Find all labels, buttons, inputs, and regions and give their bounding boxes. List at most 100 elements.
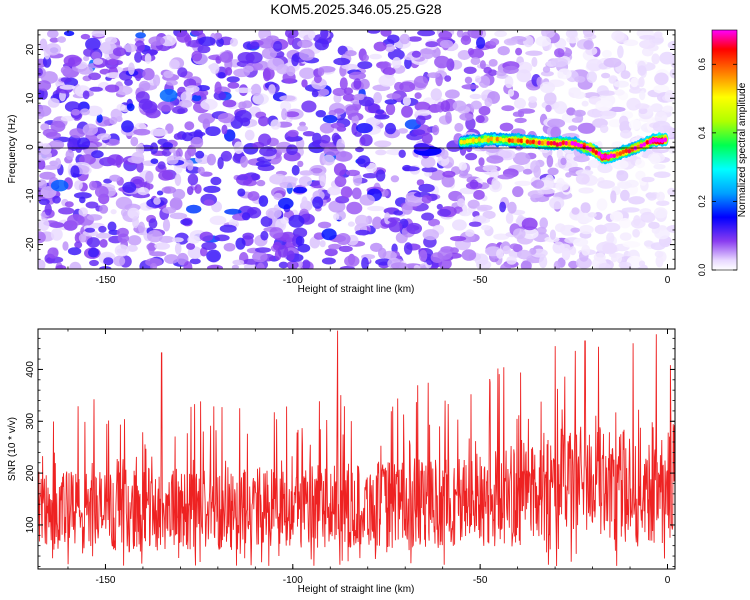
signal-track-segment <box>648 139 653 145</box>
noise-blob <box>293 186 308 194</box>
noise-blob <box>566 107 576 116</box>
noise-blob <box>421 195 432 204</box>
noise-blob <box>476 204 493 211</box>
noise-blob <box>250 41 260 50</box>
noise-blob <box>91 30 107 38</box>
noise-blob <box>501 105 515 112</box>
noise-blob <box>191 50 203 62</box>
noise-blob <box>71 109 81 116</box>
noise-blob <box>237 188 246 197</box>
signal-track-segment <box>558 141 563 147</box>
noise-blob <box>258 133 272 147</box>
signal-track-segment <box>504 137 509 142</box>
noise-blob <box>158 235 175 244</box>
noise-blob <box>94 185 109 198</box>
noise-blob <box>555 181 569 192</box>
noise-blob <box>413 264 420 269</box>
bottom-x-tick-label: -100 <box>283 575 303 586</box>
noise-blob <box>110 209 117 215</box>
noise-blob <box>489 38 500 46</box>
noise-blob <box>622 241 641 248</box>
noise-blob <box>629 87 643 94</box>
noise-blob <box>540 71 554 77</box>
noise-blob <box>115 196 133 210</box>
noise-blob <box>478 75 491 88</box>
noise-blob <box>390 262 409 269</box>
noise-blob <box>321 228 337 241</box>
noise-blob <box>319 175 326 187</box>
noise-blob <box>667 40 675 50</box>
noise-blob <box>638 76 645 88</box>
noise-blob <box>96 113 103 123</box>
noise-blob <box>38 198 50 205</box>
noise-blob <box>593 252 606 262</box>
noise-blob <box>393 210 404 216</box>
noise-blob <box>47 30 59 39</box>
noise-blob <box>417 30 436 37</box>
signal-track-segment <box>501 137 506 143</box>
noise-blob <box>191 94 202 102</box>
noise-blob <box>356 93 365 101</box>
noise-blob <box>401 105 413 118</box>
noise-blob <box>201 241 217 251</box>
noise-blob <box>38 259 46 269</box>
noise-blob <box>169 59 180 70</box>
noise-blob <box>255 247 271 253</box>
noise-blob <box>223 242 236 252</box>
noise-blob <box>297 243 311 253</box>
noise-blob <box>587 108 604 118</box>
noise-blob <box>200 98 218 111</box>
noise-blob <box>74 241 83 249</box>
noise-blob <box>667 187 675 196</box>
noise-blob <box>616 253 622 263</box>
signal-track-segment <box>522 138 527 143</box>
noise-blob <box>327 186 342 196</box>
noise-blob <box>58 207 75 215</box>
noise-blob <box>457 50 471 60</box>
noise-blob <box>573 237 589 247</box>
noise-blob <box>138 98 153 110</box>
noise-blob <box>317 67 325 77</box>
noise-blob <box>284 176 299 182</box>
noise-blob <box>575 173 590 185</box>
noise-blob <box>601 49 612 58</box>
noise-blob <box>516 69 532 83</box>
noise-blob <box>521 217 538 231</box>
noise-blob <box>614 89 625 96</box>
noise-blob <box>537 188 556 195</box>
noise-blob <box>158 170 174 181</box>
noise-blob <box>166 155 179 165</box>
noise-blob <box>375 149 387 156</box>
bottom-x-axis-label: Height of straight line (km) <box>298 584 415 595</box>
noise-blob <box>38 219 50 231</box>
noise-blob <box>602 222 621 232</box>
noise-blob <box>650 242 666 251</box>
noise-blob <box>135 143 145 155</box>
signal-track-segment <box>546 140 551 146</box>
noise-blob <box>86 214 103 221</box>
noise-blob <box>169 212 188 220</box>
noise-blob <box>169 197 183 211</box>
noise-blob <box>144 53 152 64</box>
noise-blob <box>297 125 308 132</box>
noise-blob <box>633 215 641 226</box>
noise-blob <box>646 192 658 201</box>
noise-blob <box>256 179 266 187</box>
noise-blob <box>330 122 345 129</box>
noise-blob <box>347 221 355 227</box>
noise-blob <box>547 118 566 128</box>
noise-blob <box>40 186 57 199</box>
noise-blob <box>60 77 71 83</box>
noise-blob <box>454 122 464 132</box>
signal-track-segment <box>474 138 479 144</box>
noise-blob <box>421 212 435 221</box>
noise-blob <box>549 229 557 240</box>
noise-blob <box>515 47 523 56</box>
noise-blob <box>137 187 150 196</box>
noise-blob <box>336 233 351 245</box>
noise-blob <box>273 40 283 52</box>
noise-blob <box>460 35 472 46</box>
noise-blob <box>422 229 439 241</box>
noise-blob <box>175 148 183 159</box>
noise-blob <box>55 265 67 269</box>
